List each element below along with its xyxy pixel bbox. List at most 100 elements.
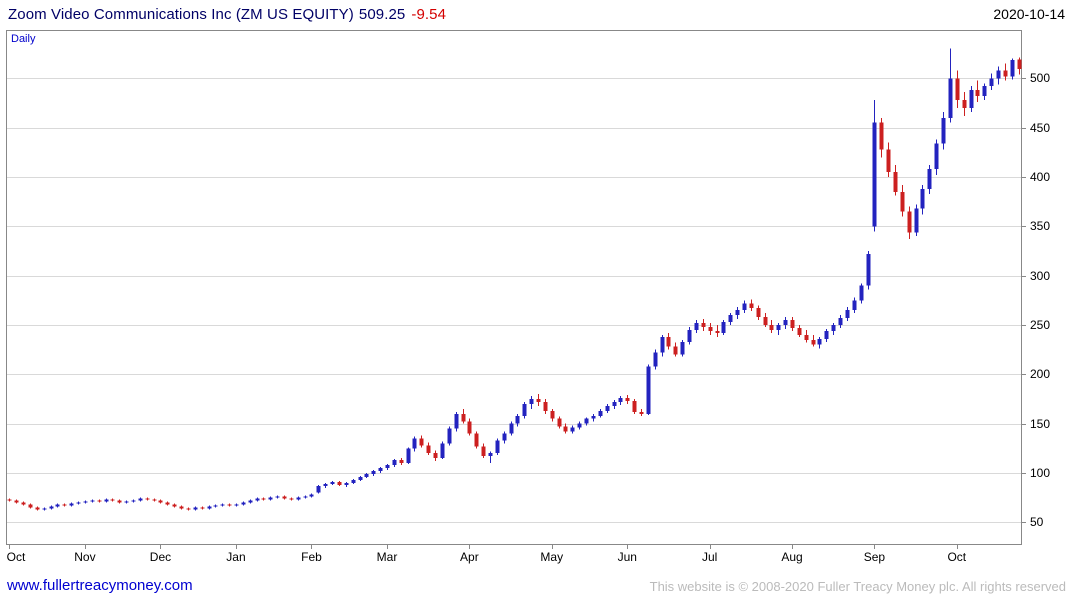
candle-up: [646, 366, 651, 414]
candle-up: [831, 324, 836, 331]
candlestick-chart[interactable]: 50 100 150 200 250 300 350 400 450 500 Oct Nov Dec Ja…: [0, 0, 1075, 572]
candle-up: [941, 117, 946, 144]
candle-up: [495, 440, 500, 454]
candle-up: [371, 471, 376, 474]
candle-up: [817, 338, 822, 345]
candle-up: [570, 427, 575, 432]
y-axis-label: 450: [1030, 121, 1050, 135]
price-change: -9.54: [411, 6, 447, 23]
x-axis-label: Sep: [864, 550, 886, 564]
candle-up: [591, 415, 596, 419]
candle-up: [866, 253, 871, 286]
y-axis-label: 100: [1030, 466, 1050, 480]
candle-down: [763, 317, 768, 325]
candle-up: [358, 476, 363, 480]
candle-up: [255, 498, 260, 501]
candle-up: [920, 188, 925, 209]
candle-down: [28, 504, 33, 508]
candle-down: [756, 308, 761, 318]
candle-up: [309, 494, 314, 497]
x-axis-label: Jan: [226, 550, 245, 564]
candle-up: [824, 330, 829, 339]
candle-up: [69, 503, 74, 506]
candle-up: [49, 506, 54, 509]
candle-down: [557, 418, 562, 427]
candle-up: [220, 504, 225, 506]
candle-up: [735, 310, 740, 316]
candle-down: [474, 433, 479, 447]
footer-website-link[interactable]: www.fullertreacymoney.com: [7, 577, 193, 594]
interval-label: Daily: [11, 33, 36, 45]
candle-up: [248, 500, 253, 503]
candle-down: [145, 498, 150, 500]
candle-down: [172, 504, 177, 507]
candle-down: [632, 400, 637, 412]
footer-copyright: This website is © 2008-2020 Fuller Treac…: [649, 579, 1066, 594]
candle-down: [907, 211, 912, 233]
candle-up: [845, 310, 850, 319]
candle-down: [804, 334, 809, 340]
y-axis-label: 400: [1030, 170, 1050, 184]
candle-up: [859, 285, 864, 301]
y-axis-label: 200: [1030, 367, 1050, 381]
x-axis-label: Oct: [947, 550, 966, 564]
x-axis-label: Oct: [7, 550, 26, 564]
candle-up: [364, 473, 369, 477]
candle-up: [303, 496, 308, 498]
candle-down: [563, 426, 568, 432]
candle-down: [536, 398, 541, 402]
candle-down: [550, 410, 555, 419]
candle-down: [152, 499, 157, 501]
x-axis-label: Jun: [618, 550, 637, 564]
candle-up: [982, 86, 987, 97]
candle-down: [433, 453, 438, 459]
candle-down: [419, 438, 424, 446]
candle-up: [104, 499, 109, 502]
candle-up: [213, 505, 218, 507]
candle-down: [543, 401, 548, 411]
candle-up: [207, 506, 212, 509]
candle-up: [742, 303, 747, 311]
candle-up: [680, 341, 685, 355]
candle-down: [749, 303, 754, 309]
candle-down: [481, 446, 486, 457]
candle-up: [90, 500, 95, 502]
x-axis-label: Apr: [460, 550, 479, 564]
y-axis-label: 500: [1030, 71, 1050, 85]
candle-down: [886, 149, 891, 173]
candle-down: [811, 339, 816, 345]
y-axis-label: 350: [1030, 219, 1050, 233]
candle-down: [715, 330, 720, 333]
candle-up: [776, 324, 781, 330]
y-axis-label: 50: [1030, 515, 1044, 529]
candle-up: [392, 460, 397, 466]
candle-down: [158, 500, 163, 503]
candle-up: [138, 498, 143, 501]
candle-down: [1003, 70, 1008, 77]
candle-up: [193, 507, 198, 510]
x-axis-label: Mar: [377, 550, 398, 564]
candle-down: [282, 496, 287, 499]
candle-down: [708, 326, 713, 331]
candle-down: [289, 498, 294, 500]
candle-up: [296, 497, 301, 500]
candle-down: [893, 172, 898, 192]
candle-down: [97, 500, 102, 502]
chart-frame: [6, 30, 1022, 545]
candle-up: [440, 443, 445, 459]
candle-up: [131, 500, 136, 502]
candle-up: [872, 122, 877, 227]
candle-down: [62, 504, 67, 506]
candle-up: [852, 300, 857, 311]
candle-up: [502, 433, 507, 441]
candle-up: [989, 78, 994, 87]
x-axis-label: Dec: [150, 550, 171, 564]
candle-down: [900, 191, 905, 212]
candle-down: [1017, 59, 1022, 70]
x-axis-label: Feb: [301, 550, 322, 564]
candle-down: [625, 397, 630, 401]
candle-up: [378, 468, 383, 472]
candle-up: [783, 320, 788, 325]
candle-up: [838, 318, 843, 325]
